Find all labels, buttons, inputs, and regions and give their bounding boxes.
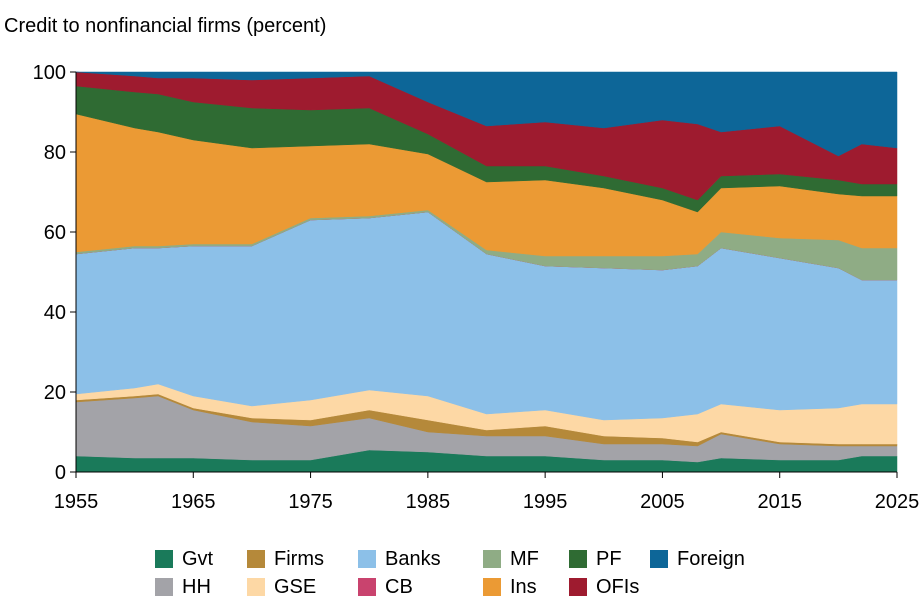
legend-swatch-mf [483, 550, 501, 568]
legend-item-hh: HH [155, 574, 211, 600]
legend-swatch-hh [155, 578, 173, 596]
legend-item-mf: MF [483, 546, 539, 572]
x-tick-label: 1995 [523, 491, 568, 513]
legend-label-hh: HH [182, 575, 211, 598]
legend-label-foreign: Foreign [677, 547, 745, 570]
y-tick-label: 40 [44, 302, 66, 324]
legend-label-banks: Banks [385, 547, 441, 570]
legend-item-cb: CB [358, 574, 413, 600]
legend-item-firms: Firms [247, 546, 324, 572]
axes: 1955 1965 1975 1985 1995 2005 2015 2025 0 20 40 60 8… [33, 62, 920, 513]
x-tick-label: 1955 [54, 491, 99, 513]
legend-swatch-cb [358, 578, 376, 596]
x-tick-label: 1975 [288, 491, 333, 513]
legend-item-gse: GSE [247, 574, 316, 600]
legend-label-gse: GSE [274, 575, 317, 598]
stacked-area-chart: Credit to nonfinancial firms (percent) 1… [4, 15, 920, 513]
x-tick-label: 2025 [875, 491, 920, 513]
y-tick-label: 20 [44, 382, 66, 404]
y-tick-label: 0 [55, 462, 66, 484]
legend-swatch-firms [247, 550, 265, 568]
legend-item-ins: Ins [483, 574, 537, 600]
legend-label-ins: Ins [510, 575, 537, 598]
legend-item-foreign: Foreign [650, 546, 745, 572]
legend-swatch-gvt [155, 550, 173, 568]
x-tick-label: 1965 [171, 491, 216, 513]
y-tick-label: 60 [44, 222, 66, 244]
legend-swatch-gse [247, 578, 265, 596]
y-tick-label: 80 [44, 142, 66, 164]
legend-swatch-ins [483, 578, 501, 596]
chart-title: Credit to nonfinancial firms (percent) [4, 15, 326, 37]
series-areas [75, 71, 898, 473]
x-tick-label: 2015 [757, 491, 802, 513]
legend-item-pf: PF [569, 546, 622, 572]
legend-label-mf: MF [510, 547, 539, 570]
legend-item-gvt: Gvt [155, 546, 213, 572]
y-tick-label: 100 [33, 62, 66, 84]
legend-label-cb: CB [385, 575, 413, 598]
series-area-foreign [75, 71, 898, 157]
legend-swatch-pf [569, 550, 587, 568]
legend-swatch-ofis [569, 578, 587, 596]
legend-label-pf: PF [596, 547, 622, 570]
legend-label-gvt: Gvt [182, 547, 214, 570]
legend-item-ofis: OFIs [569, 574, 639, 600]
x-tick-label: 2005 [640, 491, 685, 513]
legend-swatch-foreign [650, 550, 668, 568]
legend-swatch-banks [358, 550, 376, 568]
legend-item-banks: Banks [358, 546, 441, 572]
x-tick-label: 1985 [406, 491, 451, 513]
legend-label-firms: Firms [274, 547, 324, 570]
legend-label-ofis: OFIs [596, 575, 640, 598]
